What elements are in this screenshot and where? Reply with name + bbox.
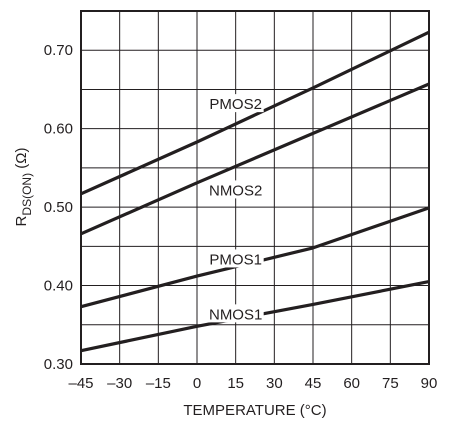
x-tick-label: 30 (266, 375, 283, 392)
series-label-pmos1: PMOS1 (209, 251, 262, 268)
y-tick-label: 0.50 (44, 199, 73, 216)
y-tick-label: 0.30 (44, 356, 73, 373)
x-axis-title: TEMPERATURE (°C) (183, 402, 326, 419)
series-line-nmos2 (80, 82, 430, 236)
x-tick-label: 90 (421, 375, 438, 392)
x-tick-label: –15 (146, 375, 171, 392)
plot-frame (80, 10, 430, 365)
series-label-nmos1: NMOS1 (209, 306, 262, 323)
y-tick-labels: 0.30 0.40 0.50 0.60 0.70 (44, 42, 73, 373)
x-tick-label: 0 (193, 375, 201, 392)
y-tick-label: 0.40 (44, 278, 73, 295)
series-labels: PMOS2 NMOS2 PMOS1 NMOS1 (207, 94, 264, 323)
series-label-background (207, 94, 264, 113)
x-tick-label: –30 (107, 375, 132, 392)
x-tick-label: 45 (305, 375, 322, 392)
x-tick-label: 60 (343, 375, 360, 392)
x-tick-label: 75 (382, 375, 399, 392)
series-label-background (207, 304, 264, 323)
y-tick-label: 0.60 (44, 121, 73, 138)
series-label-background (207, 249, 264, 268)
series-label-nmos2: NMOS2 (209, 182, 262, 199)
series-label-pmos2: PMOS2 (209, 96, 262, 113)
x-tick-label: 15 (227, 375, 244, 392)
x-tick-label: –45 (68, 375, 93, 392)
series-line-pmos2 (80, 30, 430, 196)
y-tick-label: 0.70 (44, 42, 73, 59)
y-axis-title: RDS(ON) (Ω) (13, 148, 34, 227)
series-label-background (207, 180, 264, 199)
x-tick-labels: –45 –30 –15 0 15 30 45 60 75 90 (68, 375, 437, 392)
